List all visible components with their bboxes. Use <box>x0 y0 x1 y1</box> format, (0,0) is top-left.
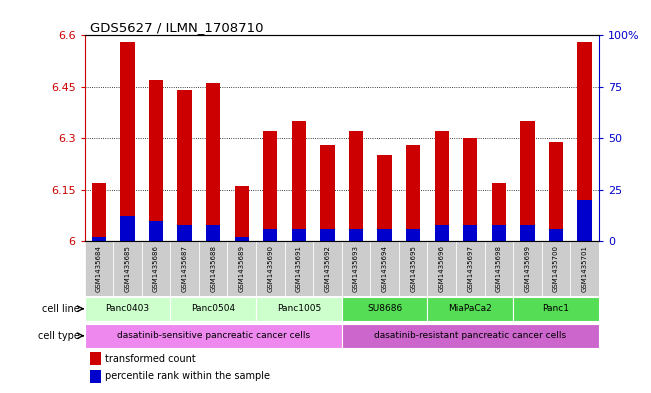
Bar <box>399 241 428 296</box>
Bar <box>292 121 306 241</box>
Text: GSM1435685: GSM1435685 <box>124 246 130 292</box>
Bar <box>342 324 599 349</box>
Text: GSM1435687: GSM1435687 <box>182 246 187 292</box>
Text: GSM1435689: GSM1435689 <box>239 246 245 292</box>
Bar <box>456 241 484 296</box>
Text: transformed count: transformed count <box>105 354 196 364</box>
Bar <box>206 225 220 241</box>
Text: MiaPaCa2: MiaPaCa2 <box>449 304 492 313</box>
Text: GSM1435688: GSM1435688 <box>210 246 216 292</box>
Bar <box>120 217 135 241</box>
Bar <box>349 229 363 241</box>
Text: GSM1435697: GSM1435697 <box>467 246 473 292</box>
Text: GSM1435692: GSM1435692 <box>324 246 331 292</box>
Bar <box>90 370 101 383</box>
Bar <box>542 241 570 296</box>
Bar <box>256 241 284 296</box>
Text: dasatinib-resistant pancreatic cancer cells: dasatinib-resistant pancreatic cancer ce… <box>374 331 566 340</box>
Bar <box>428 297 513 321</box>
Text: percentile rank within the sample: percentile rank within the sample <box>105 371 270 381</box>
Text: GSM1435686: GSM1435686 <box>153 246 159 292</box>
Bar <box>520 225 534 241</box>
Bar <box>120 42 135 241</box>
Bar <box>320 145 335 241</box>
Bar <box>85 324 342 349</box>
Bar <box>549 229 563 241</box>
Bar <box>349 131 363 241</box>
Bar <box>90 352 101 365</box>
Bar <box>464 138 477 241</box>
Bar <box>406 229 421 241</box>
Bar <box>234 186 249 241</box>
Text: GSM1435690: GSM1435690 <box>268 246 273 292</box>
Bar <box>149 80 163 241</box>
Text: Panc1: Panc1 <box>542 304 570 313</box>
Text: Panc1005: Panc1005 <box>277 304 321 313</box>
Bar <box>85 241 113 296</box>
Bar <box>178 90 192 241</box>
Bar <box>484 241 513 296</box>
Text: GSM1435696: GSM1435696 <box>439 246 445 292</box>
Text: GSM1435699: GSM1435699 <box>525 246 531 292</box>
Bar <box>435 131 449 241</box>
Bar <box>149 220 163 241</box>
Bar <box>378 229 392 241</box>
Bar <box>378 155 392 241</box>
Bar <box>513 297 599 321</box>
Bar <box>342 297 428 321</box>
Bar <box>256 297 342 321</box>
Bar <box>263 229 277 241</box>
Bar <box>435 225 449 241</box>
Bar <box>206 83 220 241</box>
Bar <box>85 297 171 321</box>
Bar <box>428 241 456 296</box>
Text: GSM1435694: GSM1435694 <box>381 246 387 292</box>
Text: GSM1435695: GSM1435695 <box>410 246 416 292</box>
Bar <box>292 229 306 241</box>
Bar <box>513 241 542 296</box>
Bar <box>284 241 313 296</box>
Text: Panc0504: Panc0504 <box>191 304 235 313</box>
Text: GSM1435691: GSM1435691 <box>296 246 302 292</box>
Bar <box>92 183 106 241</box>
Bar <box>92 237 106 241</box>
Text: cell line: cell line <box>42 304 79 314</box>
Bar <box>171 297 256 321</box>
Bar <box>549 141 563 241</box>
Bar <box>178 225 192 241</box>
Bar <box>406 145 421 241</box>
Text: SU8686: SU8686 <box>367 304 402 313</box>
Bar <box>320 229 335 241</box>
Bar <box>227 241 256 296</box>
Text: cell type: cell type <box>38 331 79 341</box>
Bar <box>464 225 477 241</box>
Bar <box>263 131 277 241</box>
Bar <box>577 42 592 241</box>
Bar <box>171 241 199 296</box>
Text: GDS5627 / ILMN_1708710: GDS5627 / ILMN_1708710 <box>90 21 263 34</box>
Bar <box>113 241 142 296</box>
Text: GSM1435700: GSM1435700 <box>553 246 559 292</box>
Bar <box>370 241 399 296</box>
Text: Panc0403: Panc0403 <box>105 304 150 313</box>
Bar <box>570 241 599 296</box>
Text: dasatinib-sensitive pancreatic cancer cells: dasatinib-sensitive pancreatic cancer ce… <box>117 331 310 340</box>
Text: GSM1435698: GSM1435698 <box>496 246 502 292</box>
Text: GSM1435684: GSM1435684 <box>96 246 102 292</box>
Bar <box>199 241 227 296</box>
Bar <box>142 241 171 296</box>
Text: GSM1435701: GSM1435701 <box>581 246 588 292</box>
Bar <box>492 183 506 241</box>
Bar <box>313 241 342 296</box>
Bar <box>520 121 534 241</box>
Bar <box>492 225 506 241</box>
Bar <box>234 237 249 241</box>
Bar <box>577 200 592 241</box>
Bar <box>342 241 370 296</box>
Text: GSM1435693: GSM1435693 <box>353 246 359 292</box>
